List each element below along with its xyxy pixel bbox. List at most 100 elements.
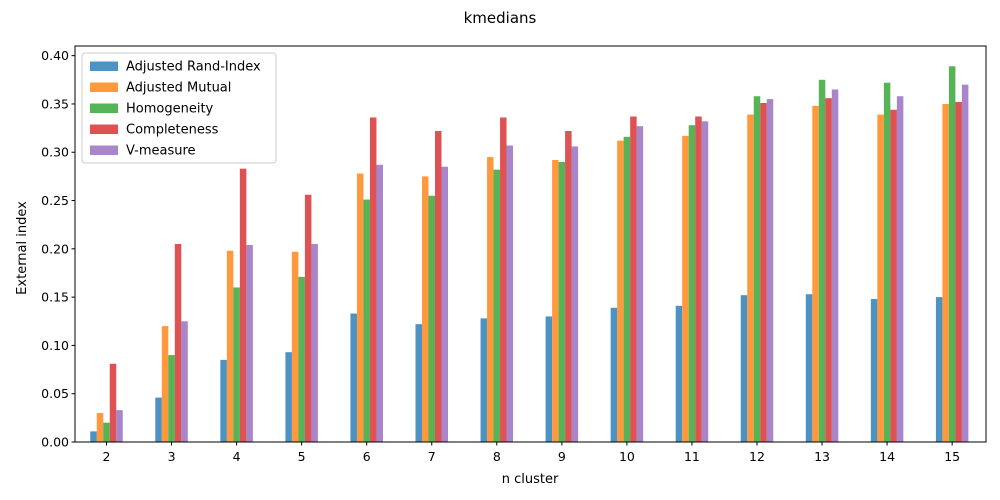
bar-completeness-10: [630, 116, 637, 442]
bar-completeness-2: [109, 363, 117, 442]
legend-swatch: [90, 82, 118, 92]
bar-adjusted-rand-index-12: [740, 295, 748, 442]
bar-homogeneity-4: [233, 287, 240, 442]
bar-adjusted-mutual-14: [877, 114, 884, 442]
bar-v-measure-7: [441, 166, 448, 443]
legend-frame: [81, 52, 277, 164]
bar-homogeneity-3: [168, 355, 175, 442]
bar-adjusted-mutual-9: [552, 159, 559, 442]
bar-homogeneity-10: [623, 136, 631, 443]
x-tick-label: 8: [493, 449, 501, 464]
x-tick-label: 2: [103, 449, 111, 464]
legend-swatch: [90, 61, 118, 71]
bar-adjusted-mutual-3: [161, 326, 169, 442]
bar-adjusted-rand-index-5: [285, 352, 292, 442]
bar-v-measure-13: [831, 89, 839, 443]
x-tick-label: 11: [684, 449, 700, 464]
bar-adjusted-mutual-11: [682, 135, 689, 442]
x-tick-label: 13: [814, 449, 830, 464]
bar-adjusted-rand-index-3: [155, 397, 162, 442]
x-tick-label: 4: [233, 449, 241, 464]
legend-label: V-measure: [126, 144, 196, 159]
bar-v-measure-5: [311, 244, 318, 442]
legend-swatch: [90, 145, 118, 155]
axes-group: [74, 45, 987, 443]
bar-adjusted-rand-index-9: [545, 316, 553, 442]
bar-adjusted-rand-index-8: [480, 318, 488, 442]
y-tick-label: 0.05: [41, 386, 69, 401]
bar-adjusted-mutual-5: [291, 251, 299, 442]
bar-completeness-13: [825, 98, 832, 442]
y-ticks: 0.00 0.05 0.10 0.15 0.20 0.25 0.30 0.35 0.40: [41, 48, 75, 450]
bar-homogeneity-13: [818, 79, 826, 443]
legend-label: Adjusted Mutual: [126, 81, 231, 96]
bar-adjusted-mutual-10: [617, 140, 624, 442]
bar-adjusted-rand-index-7: [415, 324, 422, 442]
bar-homogeneity-5: [298, 276, 305, 442]
bar-v-measure-15: [961, 84, 969, 442]
legend-label: Adjusted Rand-Index: [126, 60, 261, 75]
y-tick-label: 0.30: [41, 145, 69, 160]
y-tick-label: 0.00: [41, 435, 69, 450]
bar-homogeneity-15: [948, 66, 956, 442]
bar-adjusted-mutual-4: [226, 250, 234, 442]
bar-adjusted-mutual-2: [96, 413, 104, 442]
bar-completeness-12: [760, 102, 767, 443]
plot-frame: [74, 45, 987, 443]
bar-completeness-11: [695, 116, 702, 442]
bar-adjusted-rand-index-10: [610, 307, 618, 442]
bar-adjusted-rand-index-4: [220, 359, 227, 442]
legend-label: Homogeneity: [126, 102, 214, 117]
x-tick-label: 15: [944, 449, 960, 464]
y-tick-label: 0.20: [41, 241, 69, 256]
bar-v-measure-6: [376, 164, 383, 443]
x-ticks: 2 3 4 5 6 7 8 9 10 11 12 13 14 15: [103, 442, 960, 464]
bar-v-measure-11: [701, 121, 709, 442]
bar-adjusted-mutual-13: [812, 105, 819, 442]
bar-completeness-8: [500, 117, 507, 442]
bar-adjusted-mutual-15: [942, 103, 949, 442]
bar-v-measure-14: [896, 96, 904, 442]
y-tick-label: 0.15: [41, 290, 69, 305]
y-tick-label: 0.35: [41, 96, 69, 111]
bar-v-measure-12: [766, 99, 774, 443]
x-tick-label: 6: [363, 449, 371, 464]
bar-adjusted-rand-index-15: [935, 297, 943, 442]
bar-homogeneity-9: [558, 161, 566, 442]
legend-swatch: [90, 103, 118, 113]
bar-v-measure-9: [571, 146, 579, 442]
y-tick-label: 0.40: [41, 48, 69, 63]
bar-v-measure-3: [181, 321, 188, 442]
bar-adjusted-rand-index-6: [350, 313, 357, 442]
x-tick-label: 9: [558, 449, 566, 464]
bar-completeness-4: [239, 168, 247, 442]
bar-adjusted-rand-index-13: [805, 294, 813, 442]
x-tick-label: 7: [428, 449, 436, 464]
y-axis-label: External index: [15, 201, 30, 295]
bar-v-measure-2: [116, 410, 123, 442]
legend-swatch: [90, 124, 118, 134]
y-tick-label: 0.25: [41, 193, 69, 208]
bar-completeness-6: [369, 117, 377, 442]
bar-completeness-7: [435, 131, 442, 442]
bar-completeness-15: [955, 102, 962, 443]
bar-homogeneity-14: [883, 82, 891, 442]
bar-adjusted-rand-index-11: [675, 305, 683, 442]
bar-adjusted-mutual-7: [422, 176, 429, 442]
bar-completeness-5: [304, 194, 312, 442]
legend: Adjusted Rand-Index Adjusted Mutual Homoge…: [81, 52, 277, 164]
x-axis-label: n cluster: [502, 472, 559, 487]
y-tick-label: 0.10: [41, 338, 69, 353]
bar-homogeneity-7: [428, 195, 435, 442]
bar-homogeneity-8: [493, 169, 501, 442]
bar-completeness-9: [565, 131, 572, 442]
bar-adjusted-rand-index-2: [90, 431, 97, 442]
x-tick-label: 14: [879, 449, 895, 464]
bar-completeness-3: [174, 244, 182, 442]
legend-label: Completeness: [126, 123, 219, 138]
bar-v-measure-8: [506, 145, 514, 443]
chart-title: kmedians: [464, 9, 537, 27]
x-tick-label: 3: [168, 449, 176, 464]
bar-adjusted-mutual-12: [747, 114, 754, 442]
bar-v-measure-4: [246, 244, 253, 442]
